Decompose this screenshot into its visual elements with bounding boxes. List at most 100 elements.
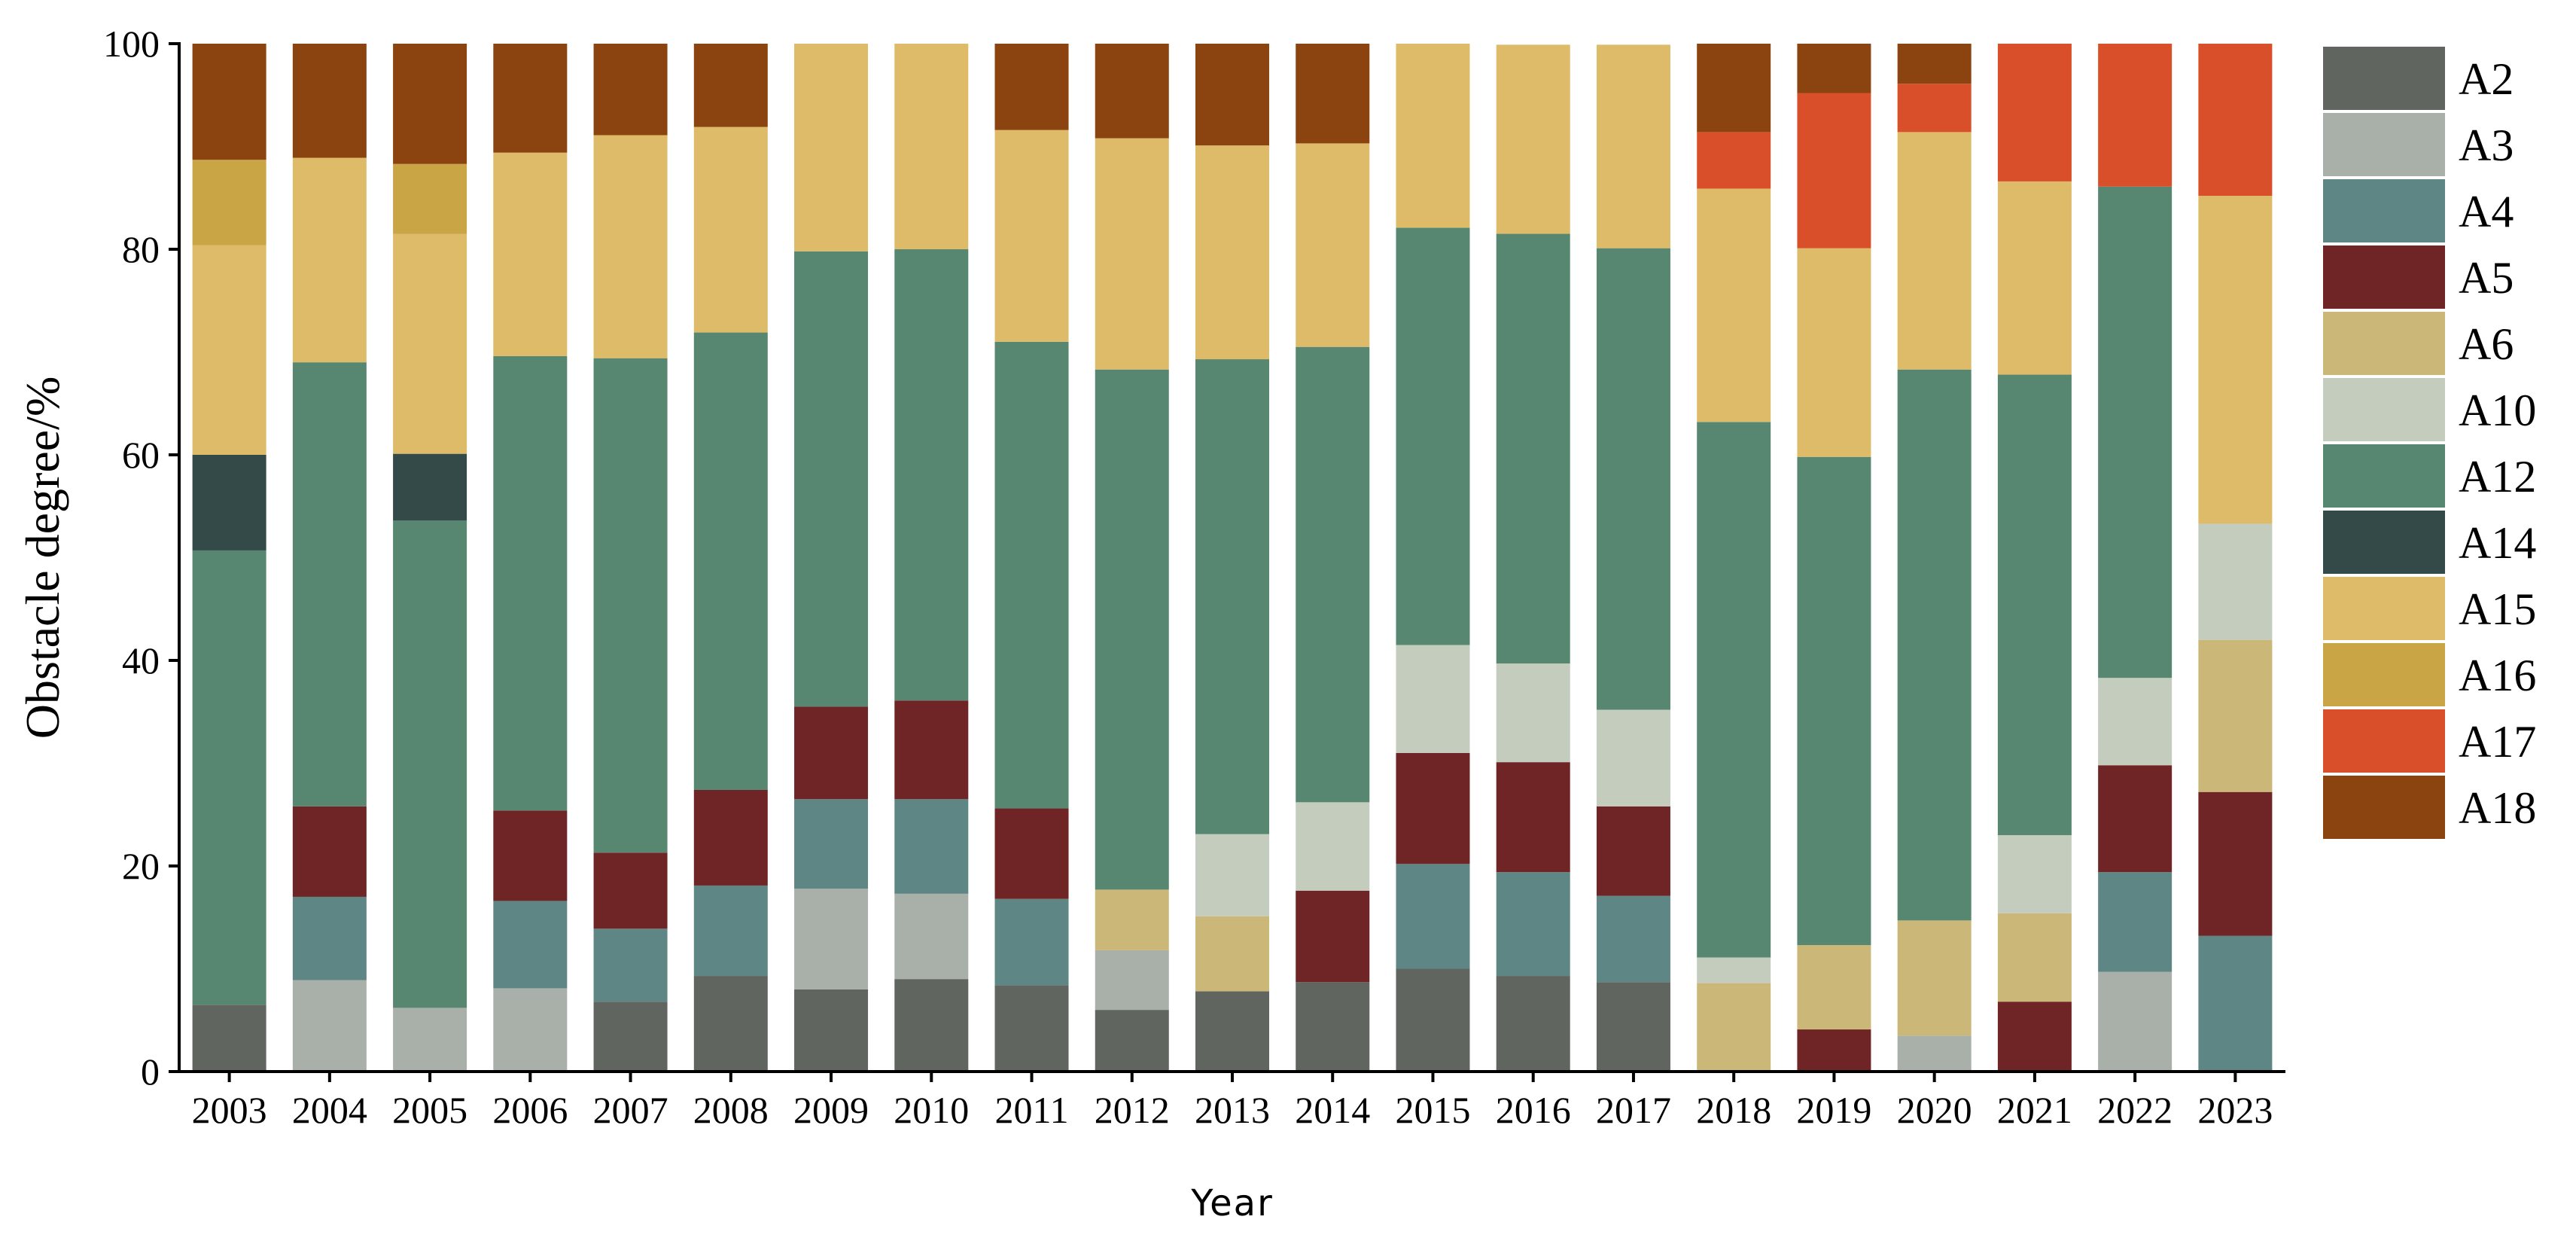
x-tick-label-2018: 2018 <box>1696 1089 1771 1131</box>
bar-a15-2018 <box>1697 188 1771 422</box>
bar-a2-2013 <box>1195 991 1269 1072</box>
bar-a18-2013 <box>1195 44 1269 146</box>
bar-a18-2008 <box>693 44 768 127</box>
bar-a4-2010 <box>894 799 969 894</box>
legend-item-a18: A18 <box>2323 776 2536 839</box>
bar-a4-2006 <box>493 901 568 989</box>
legend-item-a17: A17 <box>2323 709 2536 773</box>
bar-stack-2011 <box>994 44 1069 1072</box>
legend-swatch-a4 <box>2323 179 2445 242</box>
bar-a17-2022 <box>2098 44 2173 187</box>
bar-a4-2011 <box>994 898 1069 986</box>
x-tick-label-2011: 2011 <box>994 1089 1068 1131</box>
bar-a5-2007 <box>593 852 668 929</box>
legend-label-a4: A4 <box>2459 187 2514 236</box>
bar-a3-2022 <box>2098 971 2173 1072</box>
bar-a15-2021 <box>1997 181 2072 375</box>
legend-label-a12: A12 <box>2459 452 2536 502</box>
legend-swatch-a5 <box>2323 245 2445 309</box>
bar-stack-2008 <box>693 44 768 1072</box>
legend-swatch-a18 <box>2323 776 2445 839</box>
bar-stack-2023 <box>2198 44 2273 1072</box>
x-tick-label-2022: 2022 <box>2097 1089 2173 1131</box>
bar-stack-2013 <box>1195 44 1269 1072</box>
x-tick-label-2023: 2023 <box>2197 1089 2273 1131</box>
bar-a15-2020 <box>1897 132 1972 370</box>
y-tick-label-0: 0 <box>141 1050 160 1093</box>
bar-a10-2014 <box>1296 802 1370 891</box>
bar-a12-2010 <box>894 249 969 701</box>
y-tick-label-20: 20 <box>122 845 160 887</box>
bar-a14-2005 <box>393 453 467 521</box>
legend-swatch-a16 <box>2323 643 2445 706</box>
bar-a18-2018 <box>1697 44 1771 133</box>
bar-a5-2010 <box>894 700 969 800</box>
x-tick-label-2019: 2019 <box>1796 1089 1871 1131</box>
legend-swatch-a6 <box>2323 312 2445 375</box>
bar-a3-2009 <box>794 889 869 989</box>
bar-a5-2008 <box>693 789 768 886</box>
bar-a6-2023 <box>2198 639 2273 792</box>
x-tick-label-2017: 2017 <box>1596 1089 1671 1131</box>
bar-a12-2020 <box>1897 369 1972 921</box>
bar-a12-2018 <box>1697 422 1771 958</box>
bar-a5-2014 <box>1296 890 1370 983</box>
bar-a5-2019 <box>1797 1029 1871 1072</box>
bar-a14-2003 <box>192 455 266 550</box>
bar-a12-2005 <box>393 520 467 1008</box>
bar-stack-2004 <box>292 44 367 1072</box>
bar-a6-2021 <box>1997 913 2072 1002</box>
bar-a10-2018 <box>1697 957 1771 983</box>
bar-a12-2003 <box>192 550 266 1005</box>
bar-a2-2008 <box>693 976 768 1072</box>
bar-a5-2015 <box>1396 752 1470 864</box>
bar-a3-2006 <box>493 988 568 1072</box>
bar-a6-2012 <box>1095 889 1169 950</box>
bar-a15-2019 <box>1797 248 1871 457</box>
legend-label-a3: A3 <box>2459 120 2514 170</box>
bar-a10-2021 <box>1997 835 2072 913</box>
bar-a15-2011 <box>994 130 1069 342</box>
legend-swatch-a14 <box>2323 511 2445 574</box>
bar-a3-2010 <box>894 893 969 980</box>
bar-a15-2023 <box>2198 196 2273 524</box>
bar-a15-2016 <box>1496 44 1570 234</box>
x-tick-label-2003: 2003 <box>192 1089 267 1131</box>
x-axis-title: Year <box>1190 1182 1274 1224</box>
x-tick-label-2012: 2012 <box>1095 1089 1170 1131</box>
legend-swatch-a2 <box>2323 47 2445 110</box>
bar-a10-2016 <box>1496 663 1570 763</box>
x-tick-label-2016: 2016 <box>1496 1089 1571 1131</box>
bar-a4-2007 <box>593 928 668 1002</box>
legend-label-a17: A17 <box>2459 717 2536 767</box>
bar-a3-2005 <box>393 1008 467 1072</box>
legend-item-a14: A14 <box>2323 511 2536 574</box>
legend-label-a14: A14 <box>2459 518 2536 568</box>
legend-swatch-a3 <box>2323 113 2445 176</box>
bar-a18-2020 <box>1897 44 1972 84</box>
y-tick-label-80: 80 <box>122 228 160 270</box>
bar-a5-2021 <box>1997 1002 2072 1072</box>
bar-a18-2004 <box>292 44 367 158</box>
bar-stack-2017 <box>1596 44 1670 1072</box>
bar-a12-2006 <box>493 355 568 811</box>
bar-a4-2023 <box>2198 935 2273 1072</box>
bar-a12-2008 <box>693 332 768 790</box>
bar-stack-2020 <box>1897 44 1972 1072</box>
bar-a4-2016 <box>1496 872 1570 977</box>
bar-a3-2020 <box>1897 1035 1972 1072</box>
bar-a6-2013 <box>1195 916 1269 992</box>
bar-a17-2023 <box>2198 44 2273 197</box>
bar-a17-2019 <box>1797 93 1871 249</box>
x-tick-label-2007: 2007 <box>593 1089 668 1131</box>
bar-a12-2012 <box>1095 369 1169 890</box>
bar-stack-2007 <box>593 44 668 1072</box>
x-tick-label-2006: 2006 <box>492 1089 568 1131</box>
bar-a4-2008 <box>693 885 768 977</box>
bar-stack-2006 <box>493 44 568 1072</box>
bar-a15-2017 <box>1596 44 1670 249</box>
bar-a5-2011 <box>994 808 1069 899</box>
legend-swatch-a10 <box>2323 378 2445 441</box>
bar-a2-2012 <box>1095 1010 1169 1072</box>
